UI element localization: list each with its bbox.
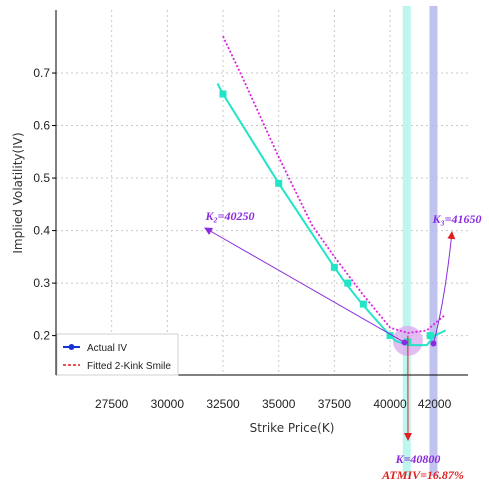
highlight-band-1 [402, 6, 411, 476]
actual-iv-marker [426, 332, 434, 340]
actual-iv-marker [344, 279, 352, 287]
atm-iv-label: ATMIV=16.87% [381, 468, 464, 482]
fitted-smile-line [222, 35, 447, 334]
x-axis-title: Strike Price(K) [250, 421, 335, 435]
k2-label: K₂=40250 [204, 209, 254, 223]
actual-iv-marker [275, 179, 283, 187]
y-tick-label: 0.6 [33, 119, 50, 133]
x-tick-label: 32500 [206, 397, 240, 411]
y-tick-label: 0.5 [33, 171, 50, 185]
x-tick-label: 42000 [418, 397, 452, 411]
legend-box [56, 333, 179, 376]
legend-fitted-label: Fitted 2-Kink Smile [87, 361, 171, 372]
x-tick-label: 27500 [95, 397, 129, 411]
atm-strike-label: K=40800 [395, 452, 441, 466]
legend-actual-label: Actual IV [87, 343, 127, 354]
k3-label: K₃=41650 [431, 212, 481, 226]
actual-iv-marker [219, 90, 227, 98]
actual-iv-marker [359, 300, 367, 308]
y-tick-label: 0.4 [33, 224, 50, 238]
x-tick-label: 35000 [262, 397, 296, 411]
actual-iv-line [216, 83, 447, 347]
x-tick-label: 40000 [373, 397, 407, 411]
legend: Actual IV Fitted 2-Kink Smile [56, 333, 179, 376]
actual-iv-marker [386, 332, 394, 340]
highlight-band-2 [429, 6, 438, 476]
y-tick-label: 0.3 [33, 276, 50, 290]
legend-actual-swatch-marker [68, 344, 75, 350]
x-tick-label: 37500 [318, 397, 352, 411]
y-axis-title: Implied Volatility(IV) [11, 132, 25, 253]
annotations: K₂=40250 K₃=41650 K=40800 ATMIV=16.87% [204, 209, 482, 482]
y-tick-label: 0.7 [33, 66, 50, 80]
k3-arrow [432, 231, 456, 344]
y-tick-label: 0.2 [33, 329, 50, 343]
k2-arrow [204, 227, 405, 343]
series [216, 35, 447, 347]
x-tick-label: 30000 [151, 397, 185, 411]
actual-iv-marker [330, 263, 338, 271]
